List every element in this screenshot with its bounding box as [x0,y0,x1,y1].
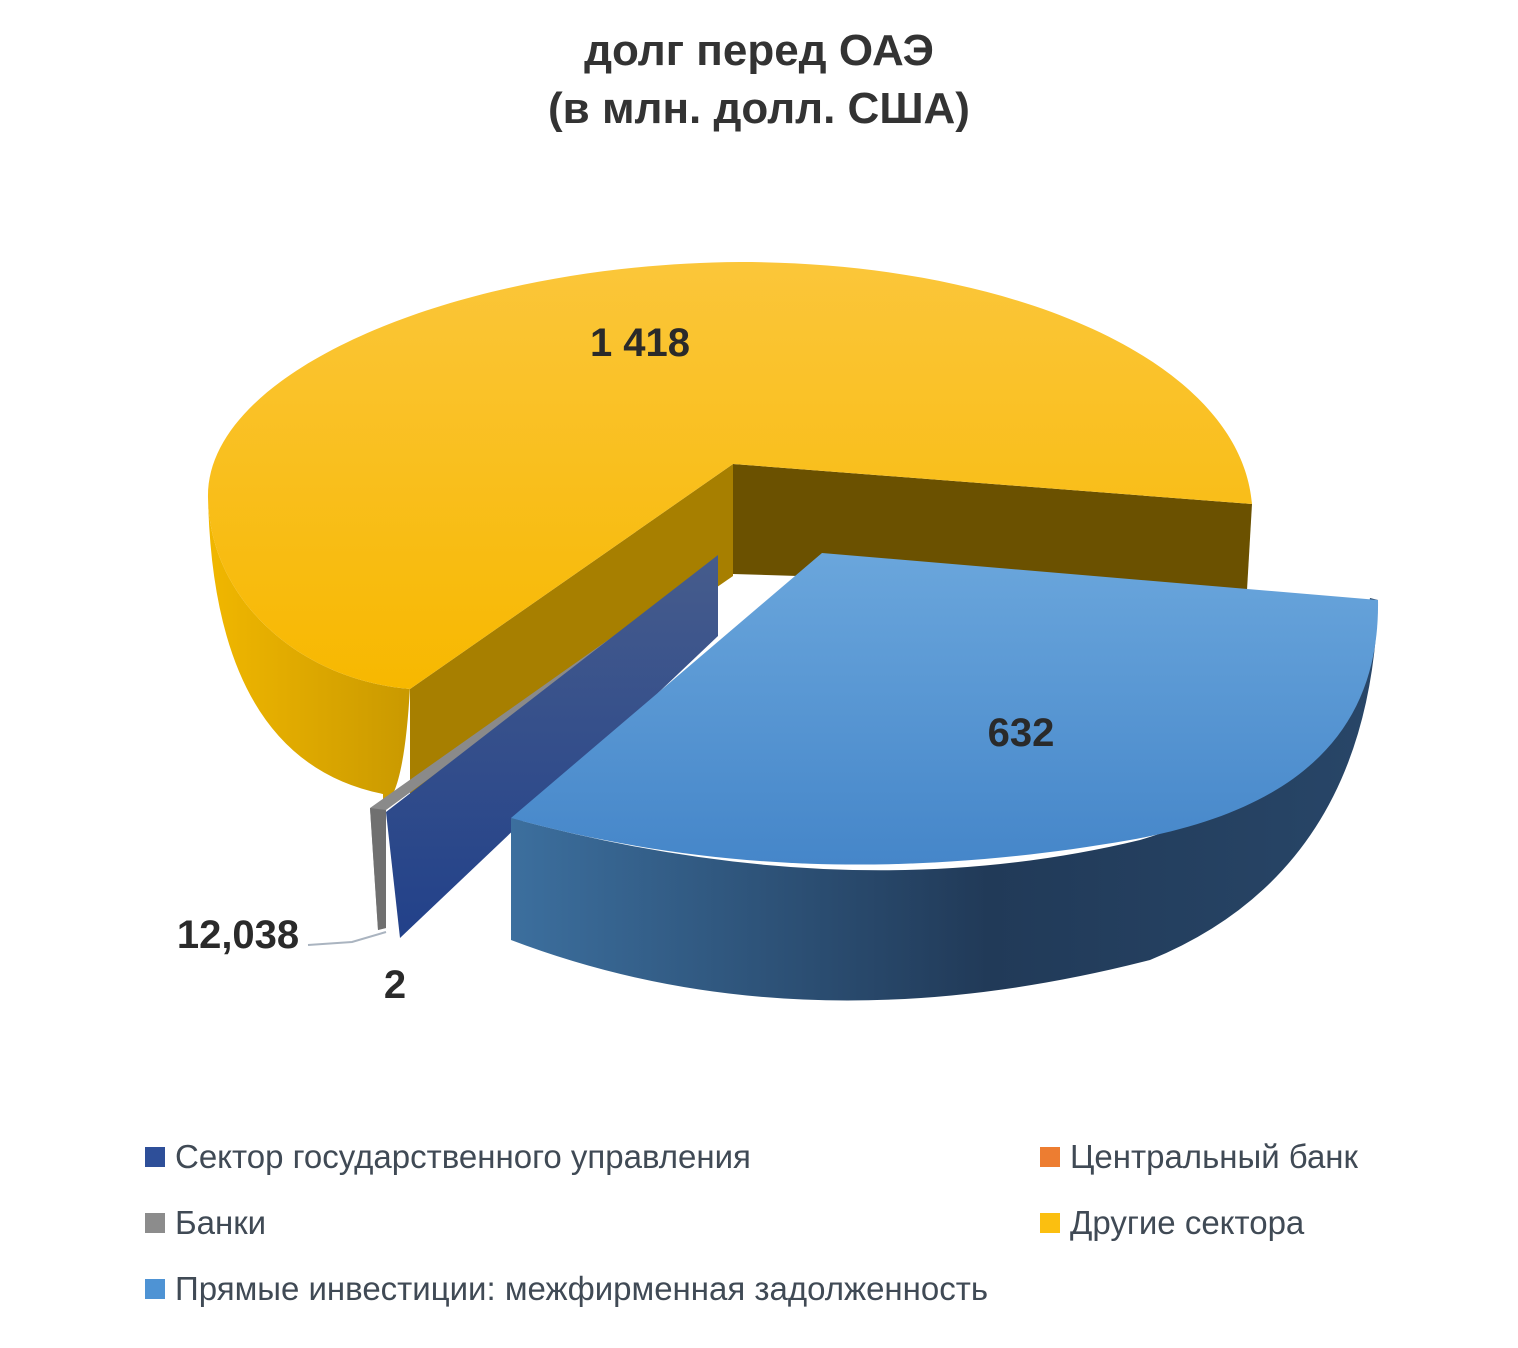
data-label-government: 12,038 [177,913,299,957]
slice-fdi-side [511,598,1378,1001]
legend-item-other-sectors: Другие сектора [1040,1204,1304,1242]
legend-swatch [145,1279,165,1299]
slice-banks [370,568,718,930]
data-label-other-sectors: 1 418 [590,321,690,365]
slice-fdi-top [511,553,1379,865]
legend-swatch [145,1213,165,1233]
slice-government [386,555,718,938]
chart-title-line-1: долг перед ОАЭ [584,26,934,75]
slice-other-sectors-side-dark [410,464,733,800]
legend-item-fdi: Прямые инвестиции: межфирменная задолжен… [145,1270,988,1308]
data-label-fdi: 632 [988,711,1055,755]
legend-swatch [1040,1213,1060,1233]
slice-other-sectors-top [207,262,1253,689]
legend-swatch [1040,1147,1060,1167]
legend-swatch [145,1147,165,1167]
slice-fdi [511,553,1379,1001]
legend-item-banks: Банки [145,1204,266,1242]
leader-line [307,931,387,946]
chart-title-line-2: (в млн. долл. США) [548,84,970,133]
legend-item-government: Сектор государственного управления [145,1138,751,1176]
chart-legend: Сектор государственного управления Центр… [0,1120,1518,1320]
slice-other-sectors-side [208,498,410,806]
legend-item-central-bank: Центральный банк [1040,1138,1358,1176]
legend-label: Банки [175,1204,267,1241]
data-label-banks: 2 [384,963,406,1007]
legend-label: Сектор государственного управления [175,1138,751,1175]
legend-label: Другие сектора [1070,1204,1305,1241]
legend-label: Прямые инвестиции: межфирменная задолжен… [175,1270,989,1307]
chart-title: долг перед ОАЭ (в млн. долл. США) [0,22,1518,138]
legend-label: Центральный банк [1070,1138,1358,1175]
